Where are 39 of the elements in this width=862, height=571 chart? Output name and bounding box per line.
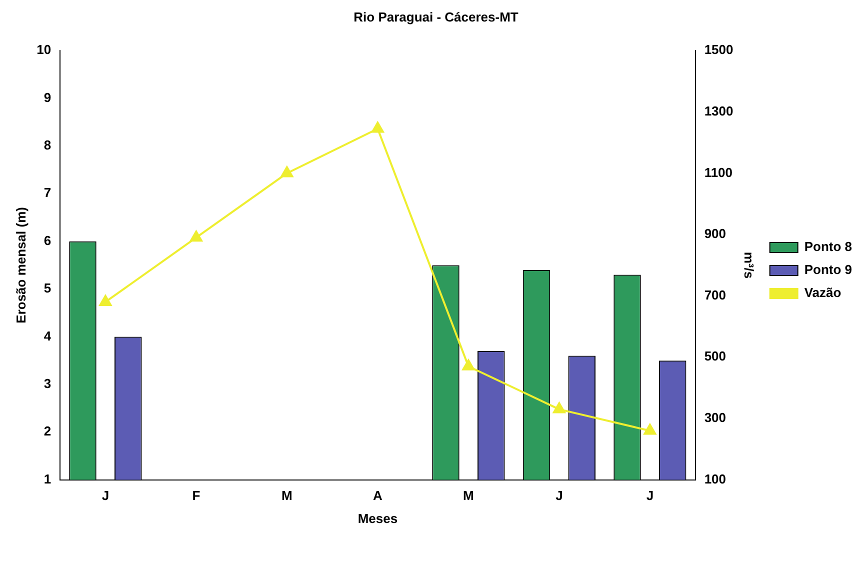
y2-tick-label: 900 [704,226,726,242]
point [644,424,656,435]
chart-title: Rio Paraguai - Cáceres-MT [354,9,518,24]
y-tick-label: 2 [44,424,52,439]
x-tick-label: J [102,488,110,504]
legend-label: Ponto 8 [804,239,852,254]
x-tick-label: A [372,488,383,504]
x-tick-label: M [463,488,474,504]
y-tick-label: 3 [44,376,52,391]
legend-label: Vazão [804,285,842,300]
y-tick-label: 6 [44,232,52,248]
point [371,122,384,133]
x-tick-label: F [192,488,200,504]
y2-tick-label: 1100 [704,164,733,180]
y-tick-label: 5 [44,280,52,296]
x-tick-label: J [646,488,654,504]
x-axis-title: Meses [358,510,398,526]
y2-tick-label: 100 [704,471,726,486]
y-tick-label: 1 [44,471,52,486]
y2-tick-label: 1500 [704,42,734,58]
point [552,402,566,414]
x-tick-label: M [282,488,292,504]
y2-tick-label: 500 [704,348,726,364]
y-tick-label: 9 [44,90,52,105]
point [462,359,475,370]
point [99,294,112,306]
y2-tick-label: 700 [704,287,726,302]
y-tick-label: 4 [44,328,52,344]
y-axis-title: Erosão mensal (m) [13,207,28,324]
y2-tick-label: 1300 [704,103,734,118]
y2-axis-title: m³/s [741,252,756,279]
point [280,166,294,178]
point [190,230,202,242]
y-tick-label: 8 [44,138,52,153]
y2-tick-label: 300 [704,410,726,426]
legend-label: Ponto 9 [804,262,852,278]
y-tick-label: 10 [36,42,52,58]
y-tick-label: 7 [44,185,52,200]
x-tick-label: J [556,488,563,504]
